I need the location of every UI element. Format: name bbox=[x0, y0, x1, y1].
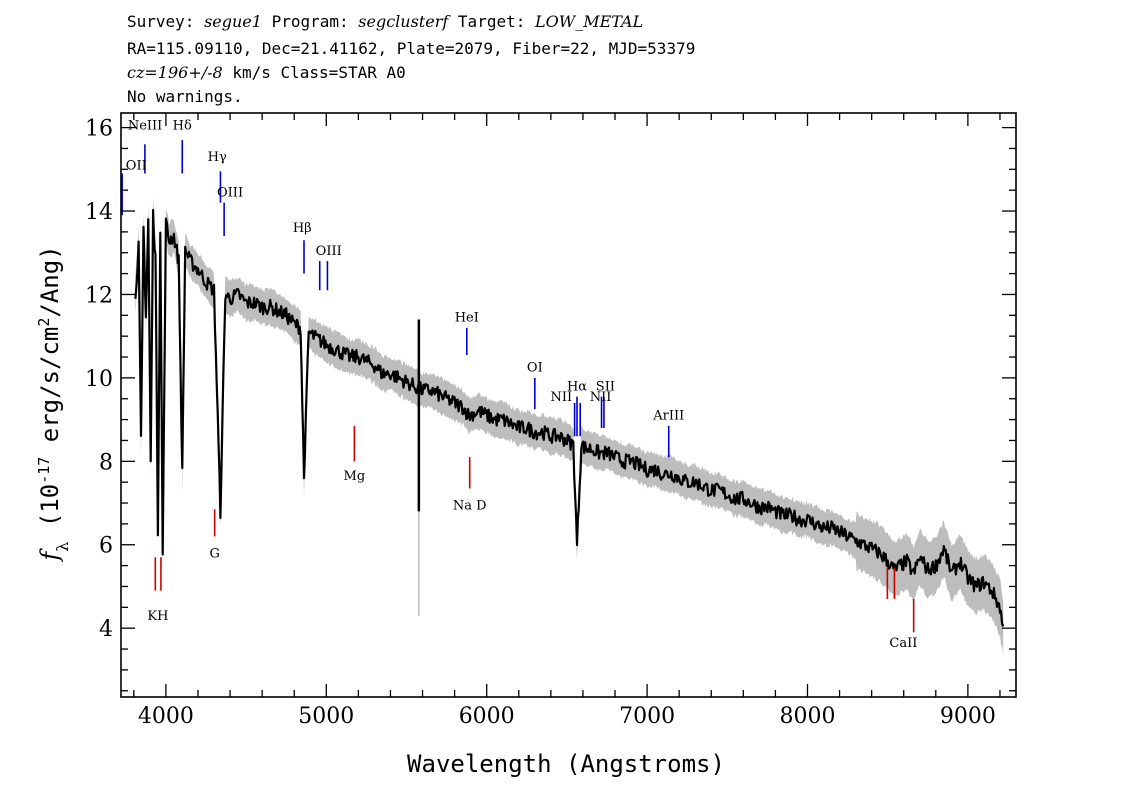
x-tick-label: 9000 bbox=[940, 704, 996, 729]
x-tick-label: 7000 bbox=[619, 704, 675, 729]
y-tick-label: 14 bbox=[85, 200, 113, 225]
line-label: ArIII bbox=[652, 409, 684, 424]
line-label: G bbox=[209, 546, 219, 561]
y-tick-label: 12 bbox=[85, 283, 113, 308]
line-label: NII bbox=[590, 390, 612, 405]
error-band-layer bbox=[135, 197, 1004, 655]
line-label: Na D bbox=[453, 498, 487, 513]
spectrum-layer bbox=[134, 208, 1005, 627]
spectrum-series-line bbox=[134, 208, 1005, 627]
survey-label: Survey: bbox=[127, 12, 195, 31]
y-axis-title: fλ (10-17 erg/s/cm2/Ang) bbox=[35, 245, 72, 562]
line-label: Hα bbox=[567, 379, 587, 394]
line-label: NII bbox=[550, 390, 572, 405]
x-tick-label: 4000 bbox=[138, 704, 194, 729]
header-line-3: cz=196+/-8 km/s Class=STAR A0 bbox=[127, 63, 406, 82]
y-tick-label: 4 bbox=[99, 617, 113, 642]
header-line-1: Survey: segue1 Program: segclusterf Targ… bbox=[127, 12, 643, 31]
y-tick-label: 16 bbox=[85, 117, 113, 142]
line-label: CaII bbox=[889, 636, 917, 651]
y-tick-label: 10 bbox=[85, 367, 113, 392]
line-label: OIII bbox=[217, 185, 243, 200]
x-tick-label: 8000 bbox=[779, 704, 835, 729]
line-label: OI bbox=[527, 361, 543, 376]
line-label: HeI bbox=[455, 311, 479, 326]
line-label: KH bbox=[147, 609, 168, 624]
x-tick-label: 6000 bbox=[459, 704, 515, 729]
line-label: Hβ bbox=[293, 221, 312, 236]
program-value: segclusterf bbox=[358, 12, 449, 31]
line-label: NeIII bbox=[128, 119, 162, 134]
class-text: km/s Class=STAR A0 bbox=[222, 63, 406, 82]
x-tick-label: 5000 bbox=[298, 704, 354, 729]
redshift-value: cz=196+/-8 bbox=[127, 63, 223, 82]
target-value: LOW_METAL bbox=[535, 12, 644, 31]
line-label: OII bbox=[126, 158, 147, 173]
header-line-2: RA=115.09110, Dec=21.41162, Plate=2079, … bbox=[127, 39, 696, 58]
line-label: Hγ bbox=[208, 150, 227, 165]
program-label: Program: bbox=[271, 12, 349, 31]
line-label: SII bbox=[596, 379, 615, 394]
line-label: Mg bbox=[344, 469, 366, 484]
line-label: OIII bbox=[316, 244, 342, 259]
axes-layer: 4000 5000 6000 7000 8000 9000 4 6 8 10 12 14 16 bbox=[85, 112, 1017, 729]
header-line-4: No warnings. bbox=[127, 87, 243, 106]
x-axis-title: Wavelength (Angstroms) bbox=[407, 750, 725, 778]
target-label: Target: bbox=[457, 12, 526, 31]
y-tick-label: 6 bbox=[99, 534, 113, 559]
survey-value: segue1 bbox=[204, 12, 262, 31]
y-tick-label: 8 bbox=[99, 450, 113, 475]
line-label: Hδ bbox=[173, 119, 192, 134]
plot-frame bbox=[120, 112, 1017, 698]
error-band bbox=[135, 197, 1004, 655]
